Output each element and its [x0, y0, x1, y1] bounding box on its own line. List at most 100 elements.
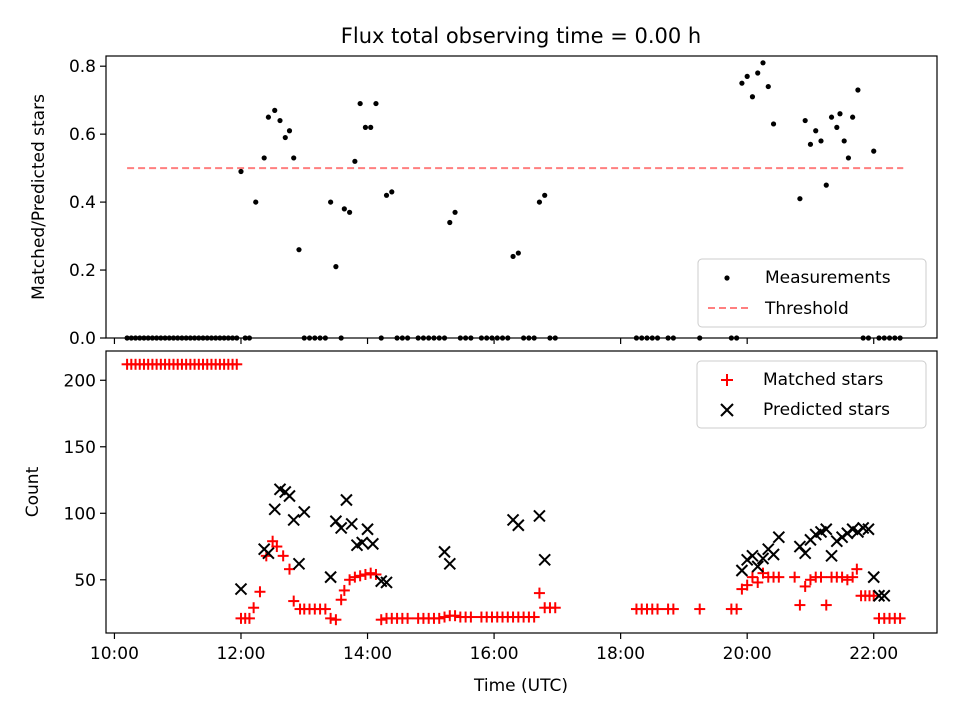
legend-measurements-marker	[724, 275, 730, 281]
measurement-point	[447, 219, 453, 226]
matched-star-point	[402, 612, 414, 624]
matched-star-point	[359, 568, 371, 580]
measurement-point	[253, 199, 259, 205]
matched-star-point	[851, 563, 863, 575]
matched-star-point	[804, 574, 816, 586]
measurement-point	[383, 192, 390, 198]
matched-star-point	[271, 541, 283, 553]
matched-star-point	[847, 571, 859, 583]
predicted-star-point	[867, 570, 880, 584]
measurement-point	[828, 114, 835, 120]
bottom-legend: Matched stars Predicted stars	[696, 360, 927, 429]
matched-star-point	[335, 594, 347, 606]
matched-star-point	[325, 612, 337, 624]
matched-star-point	[752, 576, 764, 588]
x-tick-label: 20:00	[723, 644, 772, 664]
x-tick-label: 22:00	[849, 644, 898, 664]
matched-star-point	[344, 574, 356, 586]
predicted-star-point	[298, 505, 311, 519]
top-panel: 0.00.20.40.60.8 Matched/Predicted stars …	[29, 55, 938, 349]
top-y-tick-label: 0.2	[69, 261, 96, 281]
measurement-point	[802, 117, 808, 124]
predicted-star-point	[862, 523, 875, 536]
predicted-star-point	[443, 557, 456, 571]
top-legend: Measurements Threshold	[697, 258, 927, 328]
measurement-point	[362, 124, 369, 130]
matched-star-point	[773, 571, 785, 583]
measurement-point	[744, 73, 750, 79]
bottom-y-tick-label: 200	[64, 371, 96, 391]
matched-star-point	[283, 563, 295, 575]
x-tick-label: 10:00	[90, 644, 139, 664]
predicted-star-point	[538, 553, 551, 567]
matched-star-point	[370, 568, 382, 580]
matched-star-point	[841, 574, 853, 586]
measurement-point	[357, 100, 363, 107]
measurement-point	[368, 124, 374, 130]
matched-star-point	[894, 612, 906, 624]
predicted-star-point	[735, 564, 749, 577]
legend-predicted-marker	[720, 403, 734, 417]
figure-title: Flux total observing time = 0.00 h	[341, 24, 701, 48]
matched-star-point	[277, 550, 289, 562]
predicted-star-point	[746, 549, 759, 563]
measurement-point	[282, 134, 288, 141]
matched-star-point	[254, 586, 266, 598]
predicted-star-point	[767, 548, 780, 561]
measurement-point	[755, 70, 761, 76]
matched-star-point	[433, 612, 445, 624]
bottom-y-tick-label: 100	[64, 504, 96, 524]
predicted-star-point	[872, 589, 886, 602]
matched-star-point	[746, 571, 758, 583]
top-x-ticks	[113, 338, 875, 344]
matched-stars-points	[121, 358, 906, 626]
bottom-x-axis-label: Time (UTC)	[473, 676, 568, 696]
predicted-star-point	[324, 570, 337, 584]
predicted-star-point	[512, 519, 525, 532]
measurement-point	[347, 209, 353, 215]
bottom-axes-frame	[105, 350, 938, 634]
matched-star-point	[694, 603, 706, 615]
predicted-star-point	[366, 537, 380, 551]
matched-star-point	[349, 571, 361, 583]
x-tick-label: 12:00	[216, 644, 265, 664]
predicted-star-point	[287, 513, 300, 527]
matched-star-point	[794, 599, 806, 611]
measurement-point	[389, 189, 395, 195]
top-y-axis-label: Matched/Predicted stars	[29, 94, 49, 300]
measurement-point	[760, 60, 766, 66]
measurement-point	[291, 155, 297, 161]
measurement-point	[238, 168, 244, 175]
predicted-star-point	[292, 557, 306, 571]
legend-matched-label: Matched stars	[763, 370, 883, 390]
measurement-point	[277, 117, 283, 124]
top-legend-box	[697, 258, 927, 328]
x-tick-label: 18:00	[596, 644, 645, 664]
measurement-point	[841, 138, 847, 144]
measurement-point	[265, 114, 272, 120]
measurement-point	[818, 138, 824, 144]
matched-star-point	[815, 571, 827, 583]
matched-star-point	[375, 614, 387, 626]
predicted-star-point	[345, 517, 358, 531]
measurement-point	[834, 124, 840, 130]
measurement-point	[328, 199, 334, 205]
measurement-point	[845, 155, 852, 161]
matched-star-point	[652, 603, 664, 615]
measurement-point	[542, 192, 548, 198]
matched-star-point	[465, 611, 477, 623]
predicted-star-point	[756, 552, 770, 565]
measurement-point	[855, 87, 861, 93]
predicted-star-point	[380, 576, 393, 589]
measurement-point	[261, 155, 267, 161]
matched-star-point	[338, 584, 350, 596]
predicted-star-point	[878, 589, 891, 602]
measurement-point	[850, 114, 856, 120]
matched-star-point	[365, 567, 377, 579]
measurement-point	[765, 83, 771, 90]
predicted-star-point	[268, 503, 281, 516]
measurement-point	[272, 107, 278, 113]
measurement-point	[373, 100, 379, 107]
matched-star-point	[667, 603, 679, 615]
